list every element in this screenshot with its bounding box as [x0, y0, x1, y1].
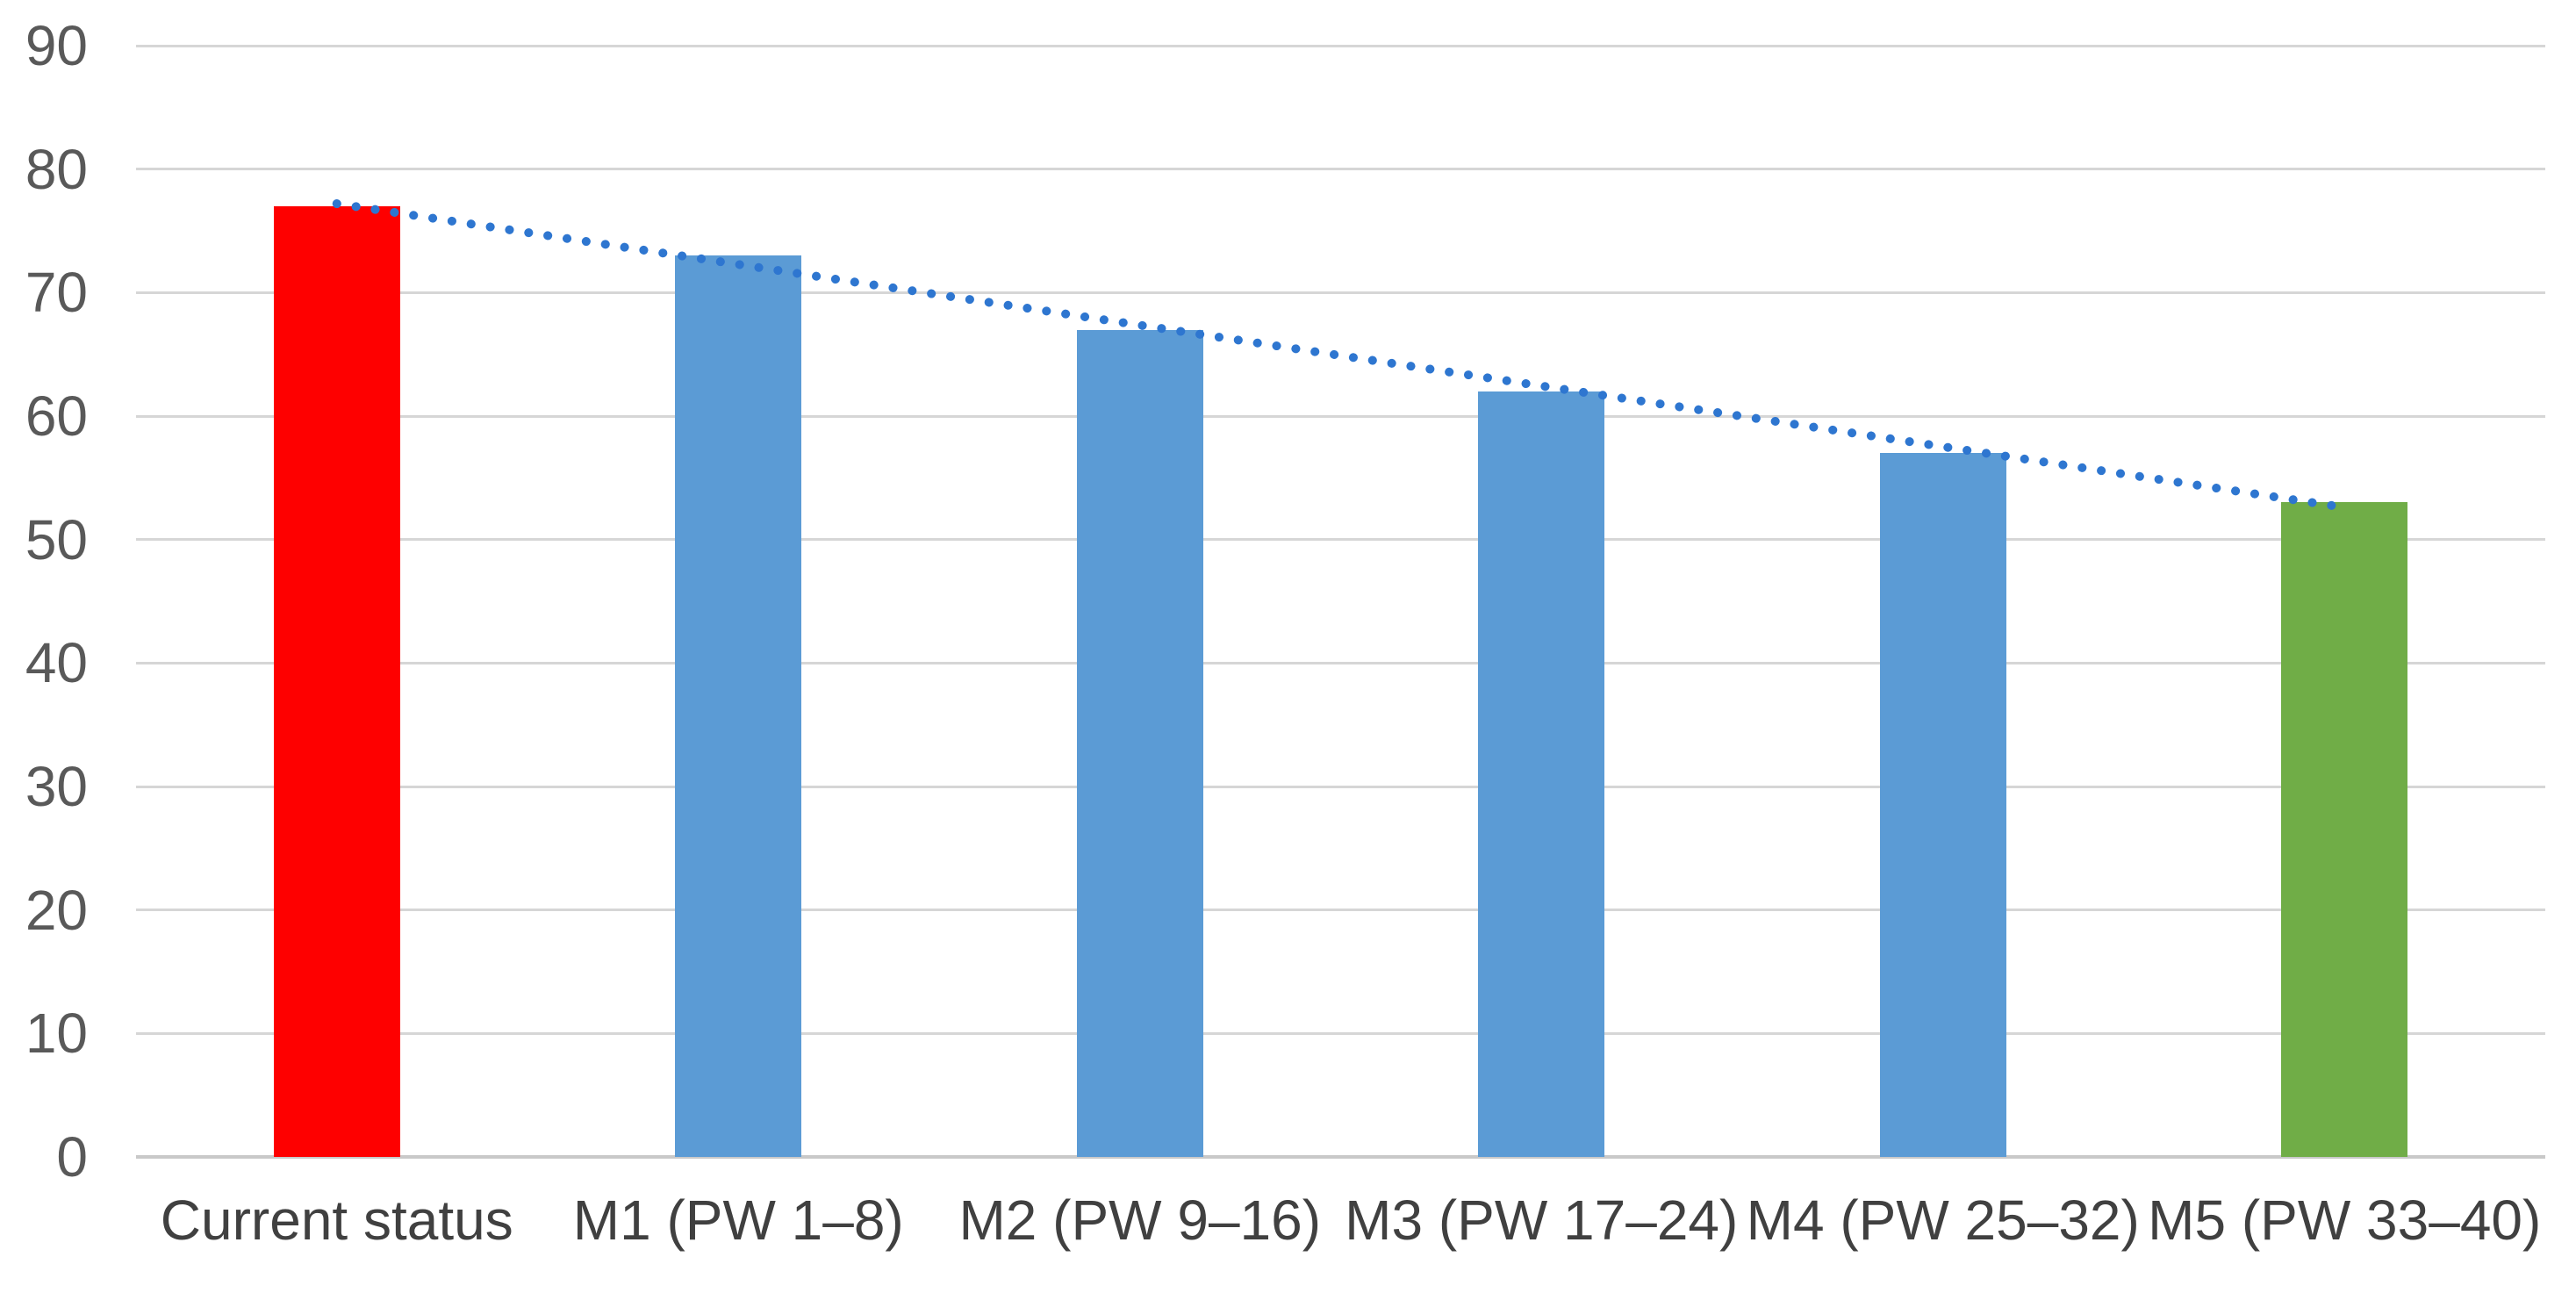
bar-current-status [273, 205, 400, 1157]
bar-m5 [2281, 502, 2408, 1157]
bar-m1 [675, 255, 802, 1157]
gridline-20 [136, 909, 2545, 912]
gridline-30 [136, 785, 2545, 788]
gridline-90 [136, 44, 2545, 47]
bar-m4 [1879, 453, 2006, 1157]
y-axis-label-20: 20 [25, 878, 88, 942]
gridline-50 [136, 538, 2545, 542]
y-axis-label-80: 80 [25, 137, 88, 201]
trendline-dotted-line [332, 199, 2350, 513]
gridline-0 [136, 1155, 2545, 1159]
x-axis-label-3: M3 (PW 17–24) [1345, 1189, 1739, 1252]
x-axis-label-4: M4 (PW 25–32) [1746, 1189, 2140, 1252]
y-axis-label-10: 10 [25, 1002, 88, 1066]
x-axis-label-5: M5 (PW 33–40) [2148, 1189, 2542, 1252]
x-axis-label-1: M1 (PW 1–8) [572, 1189, 904, 1252]
y-axis-label-90: 90 [25, 14, 88, 77]
y-axis-label-0: 0 [56, 1125, 88, 1189]
x-axis-label-0: Current status [160, 1189, 513, 1252]
gridline-70 [136, 291, 2545, 294]
gridline-60 [136, 414, 2545, 418]
gridline-10 [136, 1031, 2545, 1035]
gridline-40 [136, 661, 2545, 664]
y-axis-label-60: 60 [25, 384, 88, 448]
y-axis-label-40: 40 [25, 631, 88, 695]
y-axis-label-70: 70 [25, 261, 88, 325]
bar-m3 [1478, 391, 1605, 1157]
x-axis-label-2: M2 (PW 9–16) [958, 1189, 1322, 1252]
y-axis-label-30: 30 [25, 755, 88, 818]
gridline-80 [136, 168, 2545, 171]
bar-m2 [1076, 329, 1203, 1157]
y-axis-label-50: 50 [25, 507, 88, 571]
